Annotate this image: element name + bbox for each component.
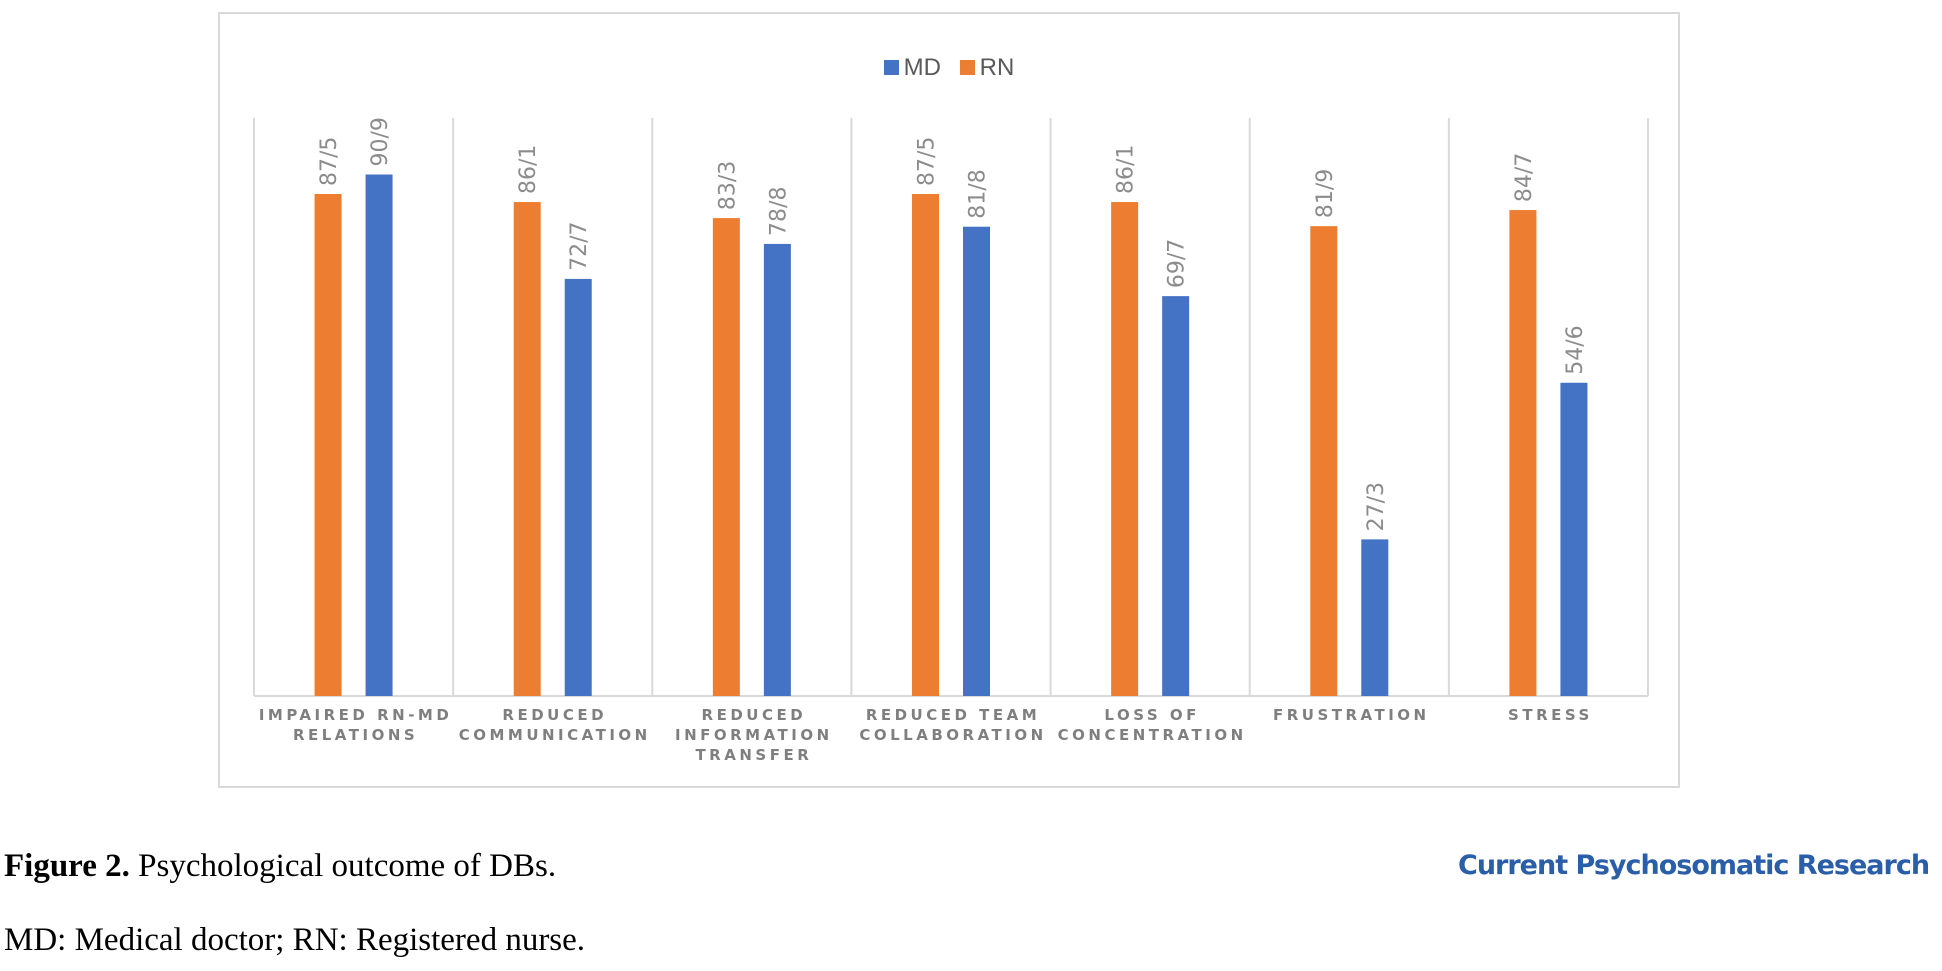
legend-item-rn: RN [959, 54, 1015, 82]
category-label: IMPAIRED RN-MD [259, 706, 453, 724]
legend-swatch-md [883, 60, 899, 75]
bar-md [763, 243, 791, 697]
category-label: TRANSFER [695, 746, 812, 764]
chart-legend: MD RN [220, 54, 1678, 82]
data-label-rn: 84/7 [1512, 153, 1537, 202]
data-label-md: 78/8 [766, 187, 791, 236]
data-label-rn: 87/5 [915, 137, 940, 186]
legend-label-rn: RN [979, 54, 1015, 81]
category-label: REDUCED [702, 706, 807, 724]
legend-label-md: MD [903, 54, 941, 81]
abbreviations-note: MD: Medical doctor; RN: Registered nurse… [4, 922, 586, 958]
bar-rn [912, 194, 939, 696]
bar-md [365, 174, 393, 696]
data-label-md: 81/8 [966, 169, 991, 218]
data-label-rn: 81/9 [1313, 169, 1338, 218]
bar-rn [1509, 210, 1537, 696]
data-label-md: 54/6 [1563, 325, 1588, 374]
legend-item-md: MD [883, 54, 941, 82]
data-label-md: 69/7 [1165, 239, 1190, 288]
journal-logo: Current Psychosomatic Research [1458, 850, 1930, 881]
data-label-md: 72/7 [567, 222, 592, 271]
category-label: FRUSTRATION [1273, 706, 1430, 724]
category-label: STRESS [1508, 706, 1593, 724]
data-label-rn: 87/5 [317, 137, 342, 186]
bar-chart: 87/5 90/9 IMPAIRED RN-MD RELATIONS 86/1 72/7 R… [253, 117, 1649, 764]
data-label-rn: 86/1 [516, 145, 541, 194]
figure-caption-text: Psychological outcome of DBs. [129, 848, 557, 884]
data-label-md: 90/9 [368, 117, 393, 166]
category-label: REDUCED TEAM [866, 706, 1040, 724]
figure-label: Figure 2. [4, 848, 130, 884]
chart-frame: MD RN 87/5 90/9 IMPAIRED RN-MD RELATIONS 86/… [218, 12, 1680, 788]
figure-caption: Figure 2. Psychological outcome of DBs. [4, 848, 556, 885]
category-label: INFORMATION [675, 726, 833, 744]
bar-rn [712, 218, 740, 696]
bar-md [963, 226, 990, 697]
category-label: COMMUNICATION [459, 726, 651, 744]
category-label: COLLABORATION [859, 726, 1046, 744]
bar-md [1361, 539, 1389, 696]
category-label: RELATIONS [293, 726, 418, 744]
bar-md [564, 278, 592, 696]
legend-swatch-rn [959, 60, 975, 75]
bar-rn [1111, 202, 1139, 696]
data-label-md: 27/3 [1364, 482, 1389, 531]
bar-md [1560, 382, 1588, 696]
bar-rn [513, 202, 541, 696]
category-label: REDUCED [502, 706, 607, 724]
bar-md [1162, 296, 1190, 696]
category-label: CONCENTRATION [1058, 726, 1247, 744]
data-label-rn: 86/1 [1114, 145, 1139, 194]
data-label-rn: 83/3 [715, 161, 740, 210]
category-label: LOSS OF [1104, 706, 1199, 724]
bar-rn [1310, 226, 1338, 696]
bar-rn [314, 194, 342, 696]
